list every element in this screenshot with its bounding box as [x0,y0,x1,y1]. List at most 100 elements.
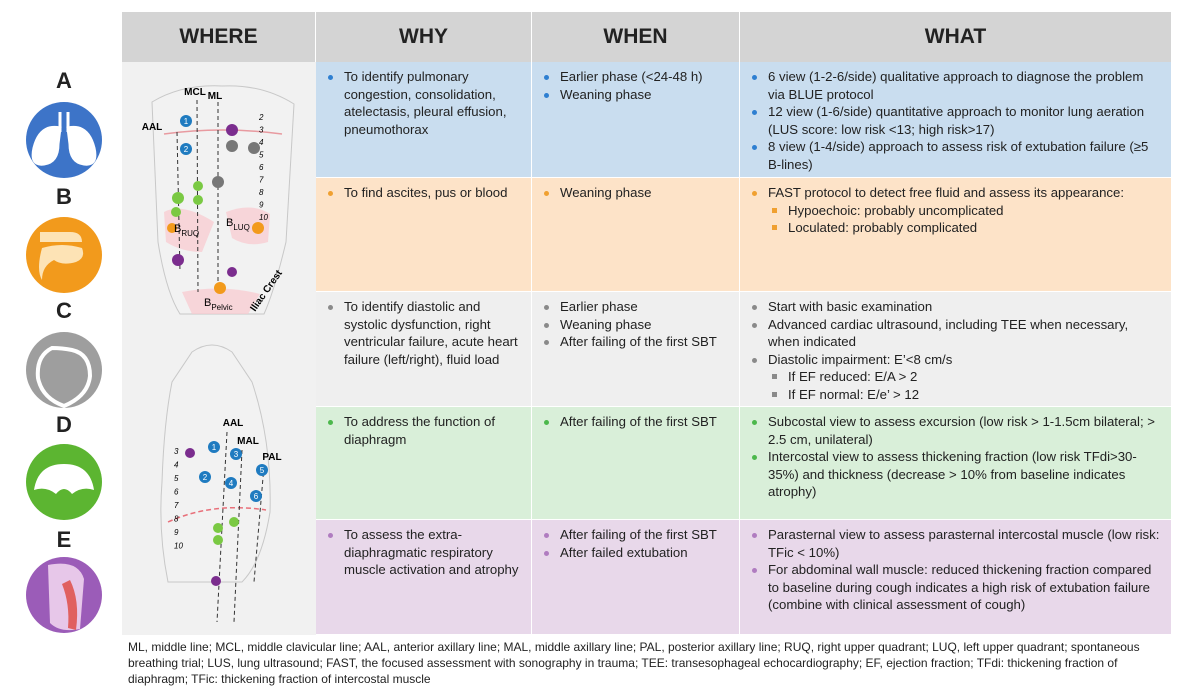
bullet-item: Intercostal view to assess thickening fr… [750,448,1163,501]
item-text: Weaning phase [560,86,652,102]
pelvic-area [182,288,260,314]
line-label: AAL [223,418,244,429]
bullet [544,533,549,538]
rib-number: 10 [174,542,183,551]
bullet-item: 6 view (1-2-6/side) qualitative approach… [750,68,1163,103]
bullet-item: To identify diastolic and systolic dysfu… [326,298,523,368]
item-text: To find ascites, pus or blood [344,185,508,200]
bullet [752,305,757,310]
item-text: Diastolic impairment: E’<8 cm/s [768,351,953,367]
why-cell: To assess the extra-diaphragmatic respir… [316,520,532,635]
bullet-item: After failing of the first SBT [542,333,731,351]
aal-line [216,431,228,623]
dot [172,254,184,266]
when-cell: Weaning phase [532,178,740,292]
sub-item: Loculated: probably complicated [750,219,1163,237]
bullet-item: After failing of the first SBT [542,526,731,544]
dot [185,448,195,458]
region-sub: Pelvic [211,303,232,312]
item-text: To address the function of diaphragm [344,414,496,447]
bullet-item: FAST protocol to detect free fluid and a… [750,184,1163,202]
bullet-item: Weaning phase [542,316,731,334]
bullet [328,533,333,538]
column-header: WHERE [122,12,316,62]
bullet-item: Parasternal view to assess parasternal i… [750,526,1163,561]
bullet [544,305,549,310]
bullet [752,322,757,328]
what-cell: Start with basic examination Advanced car… [740,292,1172,407]
when-cell: Earlier phase Weaning phase After failing … [532,292,740,407]
point-marker [256,464,268,476]
what-cell: Subcostal view to assess excursion (low … [740,407,1172,520]
bullet-item: Weaning phase [542,86,731,104]
rib-number: 4 [174,461,179,470]
bullet-item: To address the function of diaphragm [326,413,523,448]
point-marker [250,490,262,502]
bullet [544,92,549,98]
bullet-item: To identify pulmonary congestion, consol… [326,68,523,138]
bullet-item: 12 view (1-6/side) quantitative approach… [750,103,1163,138]
rib-number: 8 [259,188,264,197]
region-label: BLUQ [226,217,250,232]
heart-shape [35,345,93,409]
bullet [328,420,333,425]
bullet [544,75,549,80]
item-text: Earlier phase (<24-48 h) [560,69,703,84]
region-main: B [226,217,233,229]
region-label: BRUQ [174,223,199,238]
when-cell: After failing of the first SBT After fail… [532,520,740,635]
dot [213,535,223,545]
rib-number: 4 [259,138,264,147]
point-marker [180,143,192,155]
row-letter: B [56,184,72,209]
rib-number: 6 [174,488,179,497]
dot [226,140,238,152]
bullet [328,305,333,310]
dot [193,181,203,191]
dot [167,223,177,233]
dot [248,142,260,154]
rib-number: 7 [174,501,179,510]
diaphragm-shape [34,464,94,494]
abdomen-shape [39,232,84,280]
rib-number: 9 [174,528,179,537]
rib-number: 5 [174,474,179,483]
rib-number: 9 [259,201,264,210]
rib-number: 8 [174,515,179,524]
lateral-torso [160,344,271,583]
sub-bullet [772,391,777,397]
rib-number: 10 [259,213,268,222]
line-label: PAL [262,452,281,463]
item-text: 12 view (1-6/side) quantitative approach… [768,104,1145,137]
bullet-item: Advanced cardiac ultrasound, including T… [750,316,1163,351]
item-text: For abdominal wall muscle: reduced thick… [768,562,1152,612]
ribcage-shape [48,563,84,631]
line-label: AAL [142,122,163,133]
item-text: Intercostal view to assess thickening fr… [768,449,1137,499]
column-header: WHY [316,12,532,62]
region-main: B [204,297,211,309]
lung-shape [31,112,97,166]
dot [213,523,223,533]
sub-bullet [772,225,777,230]
dot [252,222,264,234]
item-text: 8 view (1-4/side) approach to assess ris… [768,139,1149,172]
sub-item-text: Loculated: probably complicated [788,220,978,235]
pal-line [253,465,265,583]
item-text: After failing of the first SBT [560,334,717,349]
bullet-item: After failing of the first SBT [542,413,731,431]
point-number: 6 [254,492,259,501]
rib-number: 3 [174,447,179,456]
point-number: 1 [184,117,189,126]
region-sub: RUQ [181,229,199,238]
bullet [752,533,757,538]
rib-number: 6 [259,163,264,172]
bullet-item: 8 view (1-4/side) approach to assess ris… [750,138,1163,173]
bullet-item: After failed extubation [542,544,731,562]
footnote: ML, middle line; MCL, middle clavicular … [128,640,1140,686]
dot [214,282,226,294]
dot [172,192,184,204]
rib-number: 7 [259,176,264,185]
